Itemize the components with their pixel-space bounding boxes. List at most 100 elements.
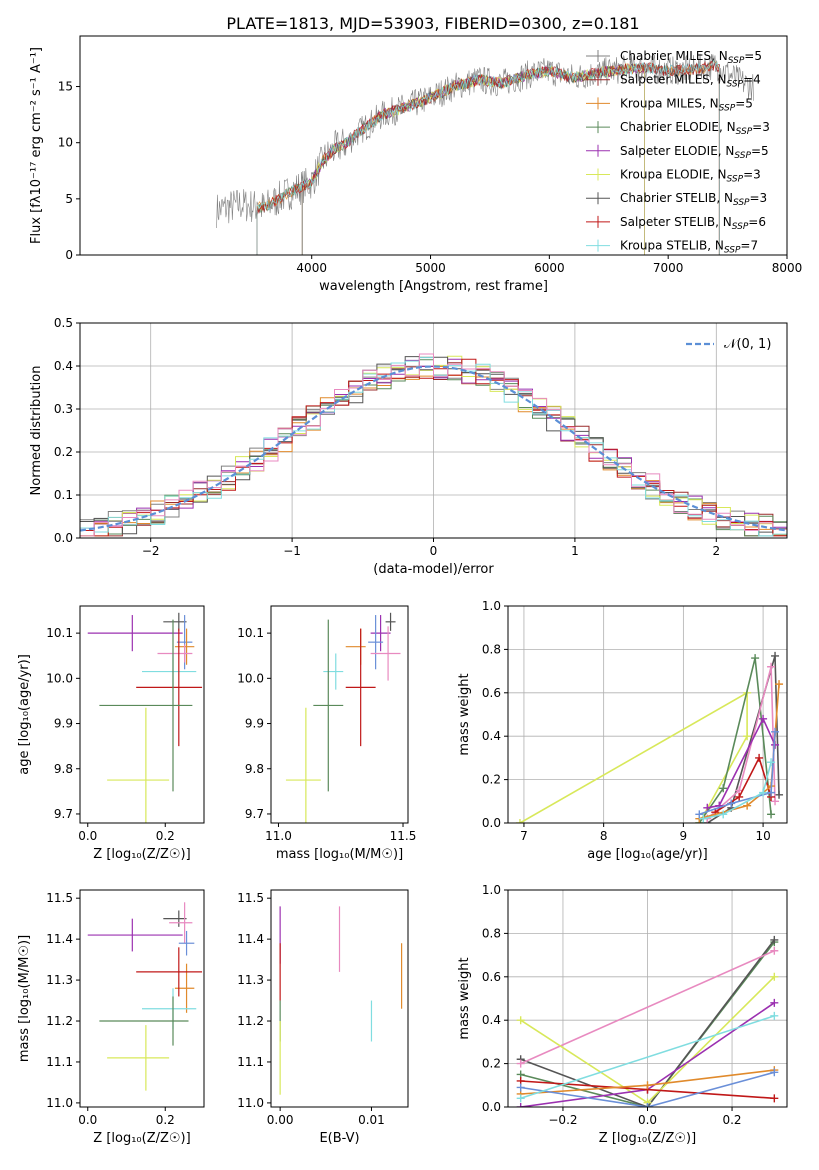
weight-line [520, 939, 775, 1107]
y-tick-label: 10.0 [237, 671, 264, 685]
weight-marker [770, 1094, 779, 1103]
y-tick-label: 9.8 [245, 762, 264, 776]
weight-marker [516, 1016, 525, 1025]
legend-label-sub: SSP [734, 151, 751, 161]
weight-line [520, 1071, 775, 1107]
y-tick-label: 0.5 [54, 316, 73, 330]
y-tick-label: 11.3 [46, 973, 73, 987]
y-tick-label: 11.4 [46, 932, 73, 946]
histogram-step [80, 353, 787, 537]
x-tick-label: 2 [712, 544, 720, 558]
legend-label: Chabrier STELIB, NSSP=3 [620, 191, 767, 208]
figure-title: PLATE=1813, MJD=53903, FIBERID=0300, z=0… [226, 14, 639, 33]
y-tick-label: 10.0 [46, 671, 73, 685]
y-tick-label: 9.7 [54, 807, 73, 821]
weight-marker [770, 946, 779, 955]
x-tick-label: 0.0 [78, 1113, 97, 1127]
weight-marker [771, 727, 780, 736]
y-axis-label: age [log₁₀(age/yr)] [17, 654, 32, 775]
x-tick-label: 0.0 [638, 1113, 657, 1127]
weight-marker [719, 784, 728, 793]
x-tick-label: 6000 [534, 261, 565, 275]
legend-label-val: =4 [743, 73, 761, 87]
weight-line [707, 716, 776, 809]
x-tick-label: 8000 [772, 261, 803, 275]
legend-label-sub: SSP [728, 56, 745, 66]
x-tick-label: 5000 [415, 261, 446, 275]
weight-line [520, 950, 775, 1065]
plot-area [216, 53, 754, 255]
x-axis-label: (data-model)/error [373, 562, 494, 577]
legend-label-val: =5 [744, 49, 762, 63]
legend-label-val: =5 [735, 96, 753, 110]
panel-mass-vs-z: 0.0 0.2 11.0 11.1 11.2 11.3 11.4 11.5 Z [log₁₀(Z… [17, 889, 205, 1146]
weight-marker [703, 803, 712, 812]
legend-label-val: =3 [743, 168, 761, 182]
y-tick-label: 0.0 [482, 1100, 501, 1114]
y-tick-label: 0.3 [54, 402, 73, 416]
weight-marker [771, 797, 780, 806]
y-tick-label: 0 [65, 248, 73, 262]
x-tick-label: −0.2 [548, 1113, 577, 1127]
panel-massweight-vs-z: −0.2 0.0 0.2 0.0 0.2 0.4 0.6 0.8 1.0 Z [log₁₀(Z/Z… [457, 883, 788, 1146]
weight-line [706, 666, 776, 820]
legend-label-sub: SSP [732, 222, 749, 232]
x-axis-label: wavelength [Angstrom, rest frame] [319, 279, 548, 294]
x-tick-label: 7000 [653, 261, 684, 275]
axes-frame [270, 605, 409, 824]
legend-label-sub: SSP [724, 246, 741, 256]
y-axis-label: mass weight [457, 673, 472, 755]
legend-label: Kroupa ELODIE, NSSP=3 [620, 168, 761, 185]
x-tick-label: 1 [571, 544, 579, 558]
panel-residuals: 𝒩(0, 1) −2 −1 0 1 2 0.0 0.1 0.2 0.3 0.4 0.5 (data-mo… [29, 316, 788, 577]
y-tick-label: 0.4 [482, 1013, 501, 1027]
y-tick-label: 0.6 [482, 970, 501, 984]
weight-marker [759, 714, 768, 723]
y-tick-label: 11.0 [237, 1096, 264, 1110]
weight-marker [727, 799, 736, 808]
weight-line [698, 657, 772, 823]
x-tick-label: −2 [142, 544, 160, 558]
y-tick-label: 10.1 [237, 626, 264, 640]
y-tick-label: 0.2 [482, 773, 501, 787]
y-tick-label: 11.3 [237, 973, 264, 987]
weight-marker [770, 972, 779, 981]
weight-marker [767, 810, 776, 819]
y-tick-label: 5 [65, 192, 73, 206]
weight-marker [767, 758, 776, 767]
weight-marker [515, 819, 524, 823]
x-axis-label: Z [log₁₀(Z/Z☉)] [93, 847, 190, 862]
normal-curve [80, 365, 787, 532]
panel-massweight-vs-age: 7 8 9 10 0.0 0.2 0.4 0.6 0.8 1.0 age [log₁₀(age/yr… [457, 599, 788, 862]
weight-line [703, 761, 772, 820]
weight-marker [516, 1103, 525, 1107]
x-axis-label: Z [log₁₀(Z/Z☉)] [599, 1131, 696, 1146]
x-axis-label: mass [log₁₀(M/M☉)] [276, 847, 403, 862]
panel-age-vs-mass: 11.0 11.5 9.7 9.8 9.9 10.0 10.1 mass [log₁₀(M/M… [237, 605, 416, 862]
axes-frame [79, 889, 205, 1108]
weight-marker [770, 998, 779, 1007]
weight-marker [770, 1011, 779, 1020]
plot-area [80, 353, 787, 537]
plot-area [516, 935, 779, 1107]
y-tick-label: 0.0 [54, 531, 73, 545]
weight-line [520, 1015, 775, 1100]
weight-marker [770, 1068, 779, 1077]
weight-marker [751, 654, 760, 663]
y-tick-label: 1.0 [482, 599, 501, 613]
legend-label-val: =5 [751, 144, 769, 158]
weight-marker [755, 753, 764, 762]
y-tick-label: 11.5 [46, 891, 73, 905]
y-axis-label: Flux [fλ10⁻¹⁷ erg cm⁻² s⁻¹ A⁻¹] [29, 47, 44, 244]
x-axis-label: age [log₁₀(age/yr)] [587, 847, 708, 862]
plot-area [87, 902, 203, 1091]
y-tick-label: 0.2 [54, 445, 73, 459]
x-tick-label: 10 [755, 829, 770, 843]
legend-label-sub: SSP [736, 127, 753, 137]
weight-marker [770, 935, 779, 944]
spectrum-model-line [301, 63, 645, 255]
y-tick-label: 10.1 [46, 626, 73, 640]
axes-frame [270, 889, 409, 1108]
legend-label: Kroupa MILES, NSSP=5 [620, 96, 753, 113]
y-axis-label: Normed distribution [29, 366, 44, 496]
